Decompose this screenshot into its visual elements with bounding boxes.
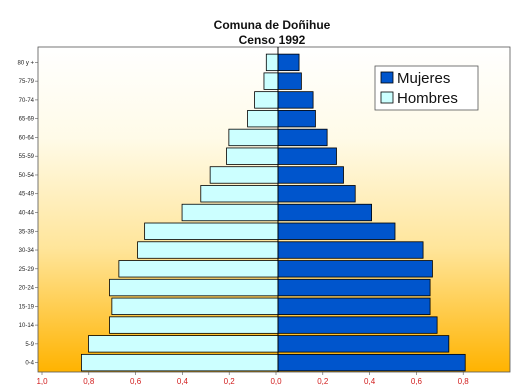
bar-mujeres-40-44 [277, 203, 372, 222]
bar-hombres-60-64 [228, 128, 279, 147]
bar-mujeres-80 y + [277, 53, 300, 72]
bar-hombres-0-4 [81, 353, 279, 372]
y-tick-label: 0-4 [25, 361, 34, 367]
bar-mujeres-50-54 [277, 166, 344, 184]
bar-hombres-30-34 [137, 241, 279, 259]
x-tick-label: 0,6 [130, 377, 142, 386]
y-tick-label: 25-29 [19, 267, 35, 273]
bar-mujeres-0-4 [277, 353, 466, 372]
y-tick-label: 75-79 [19, 79, 35, 85]
x-tick-label: 0,4 [364, 377, 376, 386]
bar-mujeres-15-19 [277, 297, 431, 315]
bar-mujeres-35-39 [277, 222, 396, 240]
chart-title: Comuna de Doñihue [214, 18, 331, 32]
y-tick-labels: 0-4 5-9 10-14 15-19 20-24 25-29 30-34 35-39 40-4… [17, 60, 38, 367]
bar-hombres-50-54 [209, 166, 279, 184]
bar-mujeres-45-49 [277, 185, 356, 203]
x-tick-label: 0,2 [317, 377, 329, 386]
legend: Mujeres Hombres [374, 65, 479, 111]
bar-hombres-5-9 [88, 335, 279, 353]
y-tick-label: 35-39 [19, 229, 35, 235]
y-tick-label: 30-34 [19, 248, 35, 254]
y-tick-label: 55-59 [19, 154, 35, 160]
legend-label-hombres: Hombres [397, 90, 458, 107]
y-tick-label: 70-74 [19, 98, 35, 104]
y-tick-label: 5-9 [25, 342, 34, 348]
y-tick-label: 15-19 [19, 304, 35, 310]
bar-mujeres-20-24 [277, 278, 431, 297]
bar-hombres-25-29 [118, 260, 279, 278]
x-tick-label: 1,0 [36, 377, 48, 386]
bar-mujeres-70-74 [277, 91, 314, 109]
bar-hombres-70-74 [254, 91, 279, 109]
bar-mujeres-5-9 [277, 335, 450, 353]
bar-mujeres-65-69 [277, 110, 316, 128]
bar-hombres-35-39 [144, 222, 279, 240]
y-tick-label: 20-24 [19, 286, 35, 292]
x-tick-label: 0,8 [83, 377, 95, 386]
y-tick-label: 80 y + [17, 60, 34, 66]
x-tick-label: 0,8 [458, 377, 470, 386]
bar-hombres-75-79 [263, 72, 279, 90]
bar-hombres-20-24 [109, 278, 279, 297]
bar-mujeres-25-29 [277, 260, 433, 278]
chart-subtitle: Censo 1992 [239, 33, 306, 47]
bar-hombres-40-44 [181, 203, 279, 222]
x-tick-label: 0,0 [270, 377, 282, 386]
y-tick-label: 10-14 [19, 323, 35, 329]
bar-hombres-80 y + [265, 53, 279, 72]
legend-label-mujeres: Mujeres [397, 70, 450, 87]
y-tick-label: 50-54 [19, 173, 35, 179]
bar-mujeres-60-64 [277, 128, 328, 147]
bars-group [81, 53, 466, 372]
bar-hombres-15-19 [111, 297, 279, 315]
y-tick-label: 65-69 [19, 117, 35, 123]
legend-swatch-hombres [380, 91, 394, 104]
bar-mujeres-30-34 [277, 241, 424, 259]
bar-mujeres-55-59 [277, 147, 337, 165]
bar-mujeres-75-79 [277, 72, 302, 90]
bar-hombres-55-59 [226, 147, 279, 165]
bar-mujeres-10-14 [277, 316, 438, 334]
x-tick-labels: 1,0 0,8 0,6 0,4 0,2 0,0 0,2 0,4 0,6 0,8 [36, 372, 469, 386]
y-tick-label: 60-64 [19, 135, 35, 141]
bar-hombres-10-14 [109, 316, 279, 334]
bar-hombres-65-69 [247, 110, 279, 128]
x-tick-label: 0,6 [411, 377, 423, 386]
y-tick-label: 45-49 [19, 192, 35, 198]
bar-hombres-45-49 [200, 185, 279, 203]
x-tick-label: 0,2 [224, 377, 236, 386]
x-tick-label: 0,4 [177, 377, 189, 386]
y-tick-label: 40-44 [19, 211, 35, 217]
legend-swatch-mujeres [380, 71, 394, 84]
